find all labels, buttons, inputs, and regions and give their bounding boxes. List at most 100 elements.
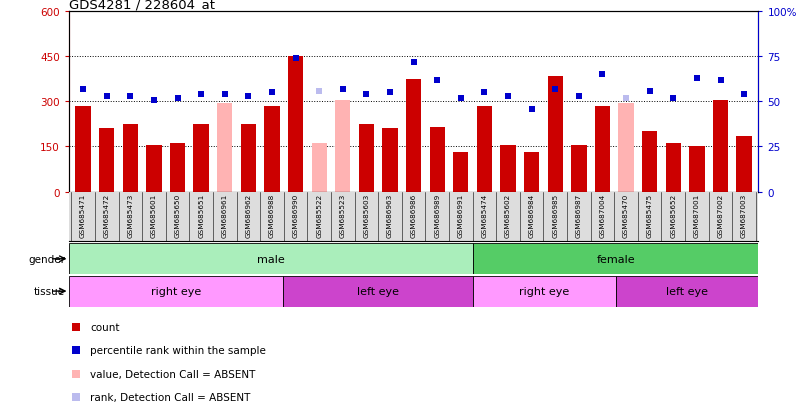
Point	[76, 86, 89, 93]
Bar	[75, 107, 91, 192]
Bar	[358, 125, 374, 192]
Point	[148, 97, 161, 104]
Bar	[288, 57, 303, 192]
Bar	[264, 107, 280, 192]
Point	[738, 92, 751, 98]
Text: left eye: left eye	[357, 286, 399, 297]
Bar	[473, 244, 758, 275]
Point	[573, 93, 586, 100]
Text: GSM685475: GSM685475	[646, 194, 653, 237]
Point	[454, 95, 467, 102]
Bar	[547, 77, 563, 192]
Text: GSM686989: GSM686989	[434, 194, 440, 237]
Point	[337, 86, 350, 93]
Point	[124, 93, 137, 100]
Bar	[571, 146, 586, 192]
Bar	[500, 146, 516, 192]
Bar	[524, 153, 539, 192]
Text: GSM685470: GSM685470	[623, 194, 629, 237]
Text: male: male	[257, 254, 285, 264]
Text: value, Detection Call = ABSENT: value, Detection Call = ABSENT	[90, 369, 255, 379]
Bar	[619, 104, 633, 192]
Bar	[194, 125, 208, 192]
Bar	[122, 125, 138, 192]
Point	[526, 106, 539, 113]
Bar	[382, 129, 397, 192]
Text: tissue: tissue	[34, 286, 65, 297]
Point	[171, 95, 184, 102]
Bar	[594, 107, 610, 192]
Bar	[311, 144, 327, 192]
Text: GSM686990: GSM686990	[293, 194, 298, 237]
Bar	[241, 125, 256, 192]
Bar	[713, 101, 728, 192]
Text: GSM685651: GSM685651	[198, 194, 204, 237]
Text: GSM686962: GSM686962	[246, 194, 251, 237]
Bar	[217, 104, 233, 192]
Text: right eye: right eye	[151, 286, 201, 297]
Text: GSM686984: GSM686984	[529, 194, 534, 237]
Bar	[473, 276, 616, 307]
Bar	[477, 107, 492, 192]
Text: GSM686987: GSM686987	[576, 194, 581, 237]
Text: GSM685473: GSM685473	[127, 194, 133, 237]
Point	[596, 72, 609, 78]
Bar	[642, 132, 658, 192]
Point	[218, 92, 231, 98]
Text: GSM685471: GSM685471	[80, 194, 86, 237]
Text: GSM685472: GSM685472	[104, 194, 109, 237]
Point	[69, 323, 82, 330]
Text: GSM687001: GSM687001	[694, 194, 700, 237]
Text: GSM685474: GSM685474	[482, 194, 487, 237]
Point	[478, 90, 491, 97]
Bar	[69, 276, 283, 307]
Text: GSM686986: GSM686986	[410, 194, 417, 237]
Point	[407, 59, 420, 66]
Point	[360, 92, 373, 98]
Point	[667, 95, 680, 102]
Text: percentile rank within the sample: percentile rank within the sample	[90, 345, 266, 355]
Bar	[689, 147, 705, 192]
Text: GSM685652: GSM685652	[671, 194, 676, 237]
Point	[195, 92, 208, 98]
Point	[501, 93, 514, 100]
Point	[101, 93, 114, 100]
Bar	[99, 129, 114, 192]
Text: GSM686963: GSM686963	[387, 194, 393, 237]
Text: GDS4281 / 228604_at: GDS4281 / 228604_at	[69, 0, 215, 11]
Text: female: female	[596, 254, 635, 264]
Text: GSM686991: GSM686991	[458, 194, 464, 237]
Bar	[335, 101, 350, 192]
Point	[384, 90, 397, 97]
Text: left eye: left eye	[666, 286, 708, 297]
Bar	[69, 244, 473, 275]
Text: GSM685650: GSM685650	[174, 194, 181, 237]
Text: right eye: right eye	[519, 286, 569, 297]
Point	[690, 76, 703, 82]
Point	[643, 88, 656, 95]
Text: GSM687002: GSM687002	[718, 194, 723, 237]
Text: GSM685523: GSM685523	[340, 194, 345, 237]
Point	[69, 370, 82, 377]
Bar	[430, 128, 445, 192]
Text: gender: gender	[28, 254, 65, 264]
Point	[714, 77, 727, 84]
Point	[265, 90, 278, 97]
Text: GSM686985: GSM686985	[552, 194, 558, 237]
Point	[620, 95, 633, 102]
Point	[69, 394, 82, 401]
Bar	[616, 276, 758, 307]
Bar	[406, 80, 421, 192]
Text: GSM685522: GSM685522	[316, 194, 322, 237]
Bar	[169, 144, 185, 192]
Text: GSM686961: GSM686961	[221, 194, 228, 237]
Text: GSM685602: GSM685602	[505, 194, 511, 237]
Bar	[666, 144, 681, 192]
Point	[289, 56, 302, 62]
Bar	[453, 153, 469, 192]
Bar	[146, 146, 161, 192]
Text: GSM686988: GSM686988	[269, 194, 275, 237]
Text: count: count	[90, 322, 120, 332]
Bar	[736, 137, 752, 192]
Text: GSM687004: GSM687004	[599, 194, 606, 237]
